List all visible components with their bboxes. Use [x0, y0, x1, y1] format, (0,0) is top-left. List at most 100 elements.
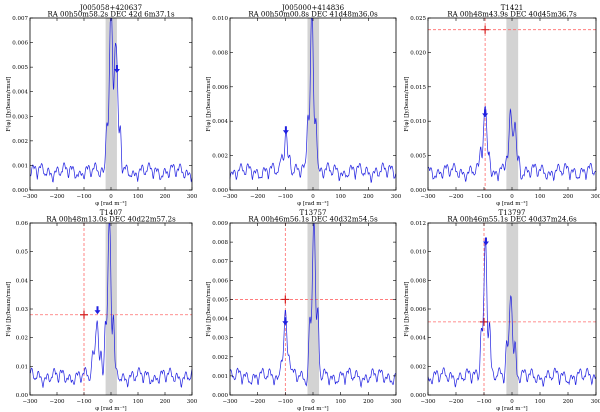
chart-subtitle: RA 00h50m00.8s DEC 41d48m36.0s [248, 11, 378, 19]
peak-arrow-1 [113, 65, 120, 74]
x-tick-label: 300 [187, 399, 198, 405]
chart-title: T1407 [100, 209, 122, 217]
y-axis-label: F(φ) [Jy/beam/rmsf] [5, 282, 12, 337]
peak-arrow-1 [282, 126, 289, 135]
x-tick-label: −100 [76, 194, 92, 200]
x-tick-label: 0 [109, 399, 113, 405]
y-tick-label: 0.010 [410, 250, 426, 256]
x-tick-label: −300 [420, 194, 436, 200]
x-tick-label: −200 [49, 194, 65, 200]
y-axis-label: F(φ) [Jy/beam/rmsf] [205, 77, 212, 132]
y-tick-label: 0.000 [212, 188, 228, 194]
series-line [427, 106, 597, 183]
y-tick-label: 0.008 [410, 278, 426, 284]
x-tick-label: 0 [109, 194, 113, 200]
x-axis-label: φ [rad m⁻²] [297, 200, 328, 207]
y-tick-label: 0.009 [212, 221, 228, 227]
x-tick-label: 200 [563, 399, 574, 405]
x-tick-label: −200 [250, 194, 266, 200]
series-line [229, 223, 397, 389]
x-tick-label: −100 [476, 399, 492, 405]
y-tick-label: 0.02 [16, 336, 28, 342]
x-tick-label: 100 [535, 194, 546, 200]
x-tick-label: 100 [133, 399, 144, 405]
y-tick-label: 0.000 [212, 393, 228, 399]
y-tick-label: 0.012 [410, 221, 426, 227]
x-tick-label: −200 [49, 399, 65, 405]
crosshair-marker [281, 295, 290, 304]
x-tick-label: 200 [160, 194, 171, 200]
x-tick-label: 300 [391, 399, 402, 405]
y-tick-label: 0.004 [212, 119, 228, 125]
chart-title: T1421 [501, 4, 523, 12]
x-tick-label: 300 [187, 194, 198, 200]
y-tick-label: 0.04 [16, 278, 29, 284]
x-axis-label: φ [rad m⁻²] [496, 200, 527, 207]
chart-title: T13797 [499, 209, 526, 217]
y-tick-label: 0.002 [410, 364, 426, 370]
y-tick-label: 0.005 [212, 297, 228, 303]
y-tick-label: 0.000 [12, 188, 28, 194]
crosshair-marker [481, 25, 490, 34]
x-tick-label: −300 [222, 399, 238, 405]
y-tick-label: 0.000 [410, 393, 426, 399]
y-tick-label: 0.003 [212, 336, 228, 342]
chart-panel-3: −300 −200 −100 0 100 200 300 0.000 0.005 0.010 0.0… [403, 4, 600, 207]
x-tick-label: 200 [563, 194, 574, 200]
y-tick-label: 0.005 [410, 154, 426, 160]
x-tick-label: 0 [510, 399, 514, 405]
x-axis-label: φ [rad m⁻²] [496, 405, 527, 412]
y-tick-label: 0.006 [212, 278, 228, 284]
y-tick-label: 0.002 [212, 154, 228, 160]
y-tick-label: 0.006 [12, 41, 28, 47]
y-tick-label: 0.03 [16, 307, 29, 313]
chart-panel-5: −300 −200 −100 0 100 200 300 0.000 0.001 0.002 0.0… [205, 209, 402, 412]
x-tick-label: 0 [510, 194, 514, 200]
x-tick-label: 200 [363, 399, 374, 405]
x-tick-label: −300 [420, 399, 436, 405]
x-tick-label: 100 [535, 399, 546, 405]
x-tick-label: 300 [591, 194, 600, 200]
y-tick-label: 0.008 [212, 50, 228, 56]
chart-subtitle: RA 00h50m58.2s DEC 42d 6m37.1s [47, 11, 175, 19]
chart-subtitle: RA 00h48m43.9s DEC 40d45m36.7s [447, 11, 577, 19]
y-tick-label: 0.007 [12, 16, 28, 22]
peak-arrow-1 [482, 237, 489, 246]
chart-title: J005058+420637 [79, 4, 142, 12]
series-line [229, 18, 397, 184]
x-tick-label: −100 [76, 399, 92, 405]
chart-panel-1: −300 −200 −100 0 100 200 300 0.000 0.001 0.002 0.0… [5, 4, 198, 207]
crosshair-marker [80, 310, 88, 319]
y-tick-label: 0.006 [410, 307, 426, 313]
x-tick-label: 200 [160, 399, 171, 405]
x-tick-label: 100 [335, 399, 346, 405]
y-tick-label: 0.004 [212, 317, 228, 323]
x-tick-label: −300 [22, 194, 38, 200]
x-tick-label: 100 [335, 194, 346, 200]
x-tick-label: 100 [133, 194, 144, 200]
chart-subtitle: RA 00h48m13.0s DEC 40d22m57.2s [46, 216, 176, 224]
crosshair-marker [480, 317, 488, 326]
y-tick-label: 0.00 [16, 393, 29, 399]
y-tick-label: 0.002 [212, 355, 228, 361]
y-tick-label: 0.005 [12, 65, 28, 71]
y-tick-label: 0.010 [212, 16, 228, 22]
y-tick-label: 0.000 [410, 188, 426, 194]
y-tick-label: 0.003 [12, 114, 28, 120]
shaded-band [307, 223, 320, 395]
x-tick-label: −100 [278, 399, 294, 405]
chart-subtitle: RA 00h46m55.1s DEC 40d37m24.6s [447, 216, 577, 224]
peak-arrow-1 [282, 317, 289, 326]
chart-subtitle: RA 00h46m56.1s DEC 40d32m54.5s [248, 216, 378, 224]
x-tick-label: −200 [448, 194, 464, 200]
y-tick-label: 0.002 [12, 139, 28, 145]
x-tick-label: −300 [22, 399, 38, 405]
x-tick-label: −100 [476, 194, 492, 200]
y-tick-label: 0.025 [410, 16, 426, 22]
y-tick-label: 0.006 [212, 85, 228, 91]
y-tick-label: 0.004 [12, 90, 28, 96]
chart-panel-4: −300 −200 −100 0 100 200 300 0.00 0.01 0.02 0.03 0.… [5, 209, 198, 412]
shaded-band [506, 18, 519, 190]
x-tick-label: −100 [278, 194, 294, 200]
